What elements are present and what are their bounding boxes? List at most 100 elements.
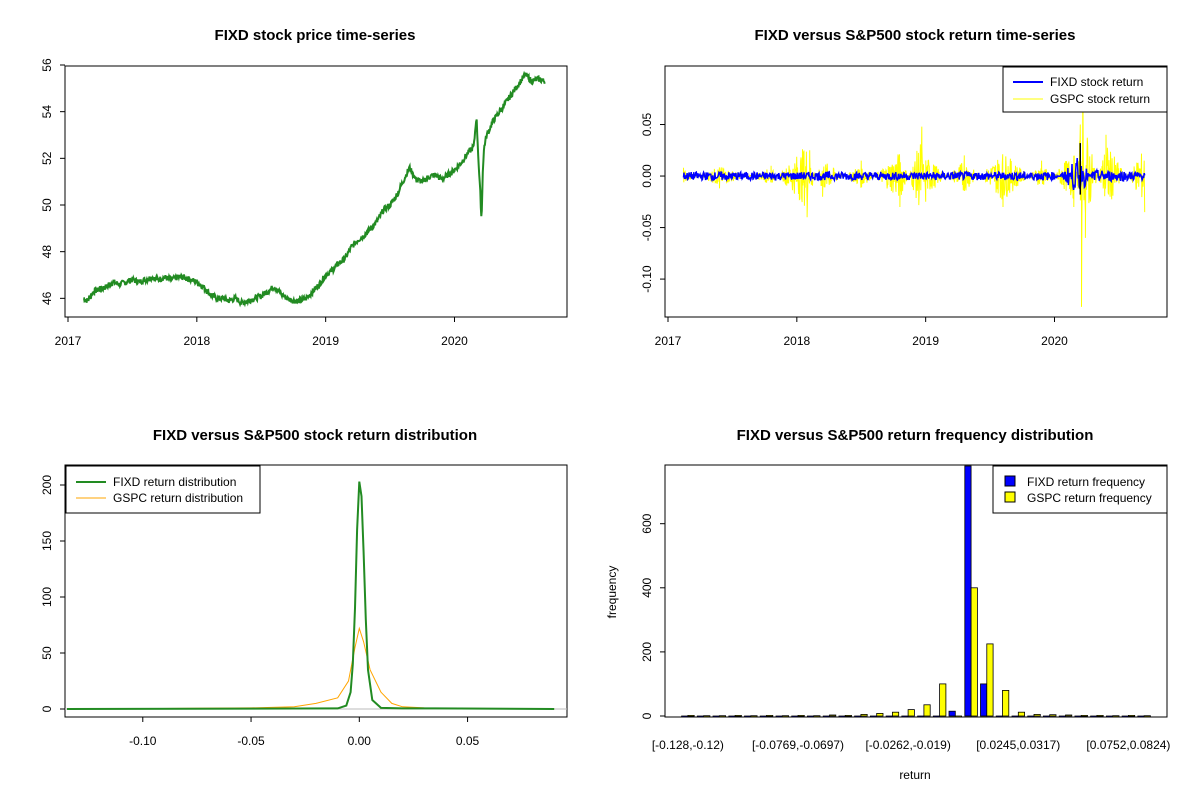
panel3-y-tick-label: 150 [40, 531, 54, 551]
panel-return-distribution: FIXD versus S&P500 stock return distribu… [40, 427, 568, 748]
panel4-bar [696, 715, 704, 718]
panel4-bar [892, 711, 900, 717]
panel4-x-axis-label: return [899, 768, 930, 782]
panel4-bar [1121, 715, 1129, 718]
panel1-y-tick-label: 46 [40, 291, 54, 305]
panel1-x-tick-label: 2018 [183, 334, 210, 348]
panel4-bar [970, 587, 978, 717]
panel-price-timeseries: FIXD stock price time-series 2017 2018 201… [40, 27, 568, 348]
panel2-x-tick-label: 2017 [655, 334, 682, 348]
panel4-legend-box [992, 465, 1168, 514]
panel3-legend: FIXD return distribution GSPC return dis… [65, 465, 261, 514]
panel4-bar [1033, 714, 1041, 717]
panel4-bar [923, 704, 931, 717]
panel2-y-tick-label: 0.05 [640, 113, 654, 137]
panel4-bar [1017, 711, 1025, 717]
panel2-legend: FIXD stock return GSPC stock return [1002, 66, 1168, 113]
panel4-bar [728, 715, 736, 718]
panel4-bar [750, 715, 758, 718]
panel3-legend-gspc-label: GSPC return distribution [113, 491, 243, 505]
panel2-y-tick-label: -0.05 [640, 214, 654, 242]
panel4-bar [860, 714, 868, 717]
panel4-bar [807, 715, 815, 718]
panel4-x-tick-label: [-0.0769,-0.0697) [752, 738, 844, 752]
panel4-bar [995, 715, 1003, 718]
panel4-y-tick-label: 200 [640, 642, 654, 662]
panel3-y-tick-label: 50 [40, 646, 54, 660]
panel4-bar [718, 715, 726, 718]
panel4-bar [681, 715, 689, 718]
panel3-y-tick-label: 200 [40, 475, 54, 495]
panel4-bar [791, 715, 799, 718]
panel4-bar [1027, 715, 1035, 718]
panel3-density-line [66, 481, 555, 710]
panel1-title: FIXD stock price time-series [215, 27, 416, 44]
panel2-frame [664, 65, 1168, 318]
panel-return-timeseries: FIXD versus S&P500 stock return time-ser… [640, 27, 1168, 348]
panel4-legend-gspc-swatch [1004, 491, 1016, 503]
panel4-title: FIXD versus S&P500 return frequency dist… [737, 427, 1094, 444]
panel4-bar [1090, 715, 1098, 718]
panel4-bar [986, 643, 994, 717]
panel1-price-line [83, 70, 546, 308]
panel4-frame [664, 464, 1168, 718]
panel4-bar [854, 715, 862, 718]
panel4-bar [687, 715, 695, 717]
panel4-bar [734, 715, 742, 717]
panel1-y-tick-label: 48 [40, 245, 54, 259]
panel4-y-tick-label: 0 [640, 712, 654, 719]
panel4-bar [1096, 715, 1104, 717]
panel2-x-tick-label: 2018 [783, 334, 810, 348]
panel4-bar [1128, 715, 1136, 717]
panel4-y-tick-label: 400 [640, 577, 654, 597]
panel3-title: FIXD versus S&P500 stock return distribu… [153, 427, 477, 444]
panel4-bar [917, 715, 925, 718]
panel4-bar [1043, 715, 1051, 718]
panel4-bar [1112, 715, 1120, 718]
panel3-y-tick-label: 100 [40, 587, 54, 607]
panel1-x-tick-label: 2019 [312, 334, 339, 348]
panel2-marks: 2017 2018 2019 2020 -0.10 -0.05 0.00 0.05 [640, 83, 1146, 348]
panel4-bar [1074, 715, 1082, 718]
panel4-bar [813, 715, 821, 718]
panel2-title: FIXD versus S&P500 stock return time-ser… [755, 27, 1076, 44]
panel3-legend-box [65, 465, 261, 514]
panel1-y-tick-label: 56 [40, 58, 54, 72]
panel4-legend-fixd-swatch [1004, 475, 1016, 487]
panel3-y-tick-label: 0 [40, 705, 54, 712]
panel3-density-line [77, 626, 555, 710]
panel4-y-axis-label: frequency [605, 566, 619, 619]
panel2-legend-gspc-label: GSPC stock return [1050, 92, 1150, 106]
panel4-bar [1049, 714, 1057, 717]
panel1-marks: 2017 2018 2019 2020 46 48 50 52 54 56 [40, 58, 546, 348]
panel3-frame [64, 464, 568, 718]
panel2-legend-box [1002, 66, 1168, 113]
panel2-y-tick-label: -0.10 [640, 265, 654, 293]
panel4-bar [932, 715, 940, 718]
panel4-y-tick-label: 600 [640, 513, 654, 533]
panel4-bar [954, 715, 962, 718]
panel4-legend: FIXD return frequency GSPC return freque… [992, 465, 1168, 514]
panel4-bar [1011, 715, 1019, 718]
panel4-bar [939, 683, 947, 717]
panel4-bar [822, 715, 830, 718]
panel4-x-tick-label: [-0.128,-0.12) [652, 738, 724, 752]
panel3-marks: -0.10 -0.05 0.00 0.05 0 50 100 150 200 [40, 475, 567, 748]
panel4-x-tick-label: [-0.0262,-0.019) [865, 738, 950, 752]
panel3-x-tick-label: -0.05 [237, 734, 265, 748]
panel4-bar [744, 715, 752, 718]
panel4-marks: 0 200 400 600 [-0.128,-0.12) [-0.0769,-0.0697… [640, 465, 1170, 752]
panel4-bar [1065, 714, 1073, 717]
panel4-bar [766, 715, 774, 717]
panel4-bar [844, 715, 852, 717]
panel4-x-tick-label: [0.0752,0.0824) [1086, 738, 1170, 752]
panel2-x-tick-label: 2020 [1041, 334, 1068, 348]
panel1-x-tick-label: 2017 [55, 334, 82, 348]
panel2-legend-fixd-label: FIXD stock return [1050, 75, 1143, 89]
panel3-legend-fixd-label: FIXD return distribution [113, 475, 236, 489]
panel4-bar [829, 714, 837, 717]
panel4-bar [901, 715, 909, 718]
panel4-bar [759, 715, 767, 718]
panel1-x-tick-label: 2020 [441, 334, 468, 348]
